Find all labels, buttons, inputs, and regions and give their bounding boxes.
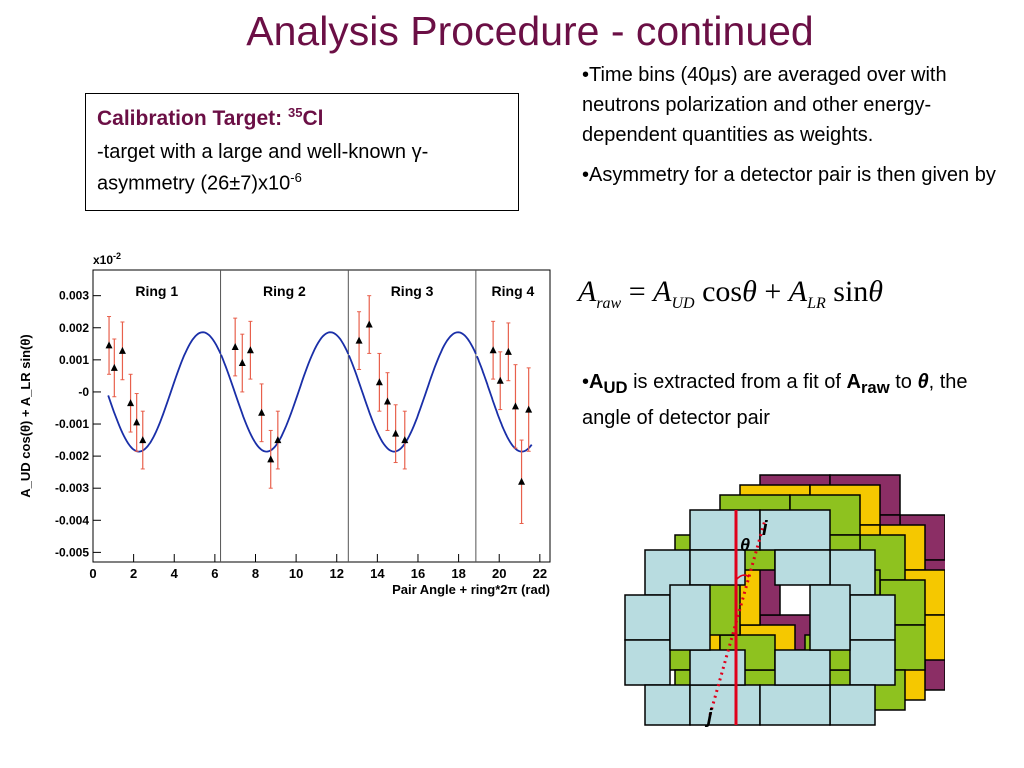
data-point — [392, 429, 400, 437]
data-point — [118, 346, 126, 354]
x-tick-label: 14 — [370, 566, 385, 581]
data-point — [384, 397, 392, 405]
label-j: j — [704, 706, 713, 728]
y-multiplier: x10-2 — [93, 251, 121, 267]
x-tick-label: 10 — [289, 566, 303, 581]
data-point — [375, 378, 383, 386]
x-tick-label: 4 — [171, 566, 179, 581]
data-point — [238, 359, 246, 367]
x-tick-label: 18 — [451, 566, 465, 581]
ring-label: Ring 4 — [492, 283, 535, 299]
data-point — [274, 436, 282, 444]
x-tick-label: 16 — [411, 566, 425, 581]
data-point — [496, 376, 504, 384]
data-point — [511, 402, 519, 410]
label-i: i — [762, 518, 768, 540]
data-point — [489, 346, 497, 354]
fit-curve — [220, 331, 350, 453]
data-point — [231, 343, 239, 351]
y-tick-label: -0.005 — [55, 545, 89, 559]
y-tick-label: -0.004 — [55, 513, 89, 527]
ring-1-module — [689, 509, 761, 551]
ring-label: Ring 3 — [391, 283, 434, 299]
calibration-box: Calibration Target: 35Cl -target with a … — [85, 93, 519, 211]
x-tick-label: 6 — [211, 566, 218, 581]
ring-1-module — [849, 639, 896, 686]
data-point — [110, 363, 118, 371]
pair-line — [708, 519, 767, 716]
ring-label: Ring 2 — [263, 283, 306, 299]
label-theta: θ — [740, 535, 750, 555]
detector-diagram: i θ j — [624, 474, 945, 728]
data-point — [365, 320, 373, 328]
ring-1-module — [624, 639, 671, 686]
data-point — [401, 436, 409, 444]
asymmetry-equation: Araw = AUD cosθ + ALR sinθ — [578, 275, 884, 312]
x-axis-label: Pair Angle + ring*2π (rad) — [392, 582, 550, 597]
plot-frame — [92, 269, 551, 563]
x-tick-label: 12 — [329, 566, 343, 581]
calibration-text: -target with a large and well-known γ-as… — [97, 141, 429, 195]
y-tick-label: 0.003 — [59, 289, 89, 303]
ring-1-module — [774, 649, 831, 686]
y-tick-label: 0.002 — [59, 321, 89, 335]
ring-1-module — [689, 684, 761, 726]
bullet-asymmetry: •Asymmetry for a detector pair is then g… — [582, 164, 996, 186]
x-tick-label: 20 — [492, 566, 506, 581]
data-point — [525, 405, 533, 413]
x-tick-label: 8 — [252, 566, 259, 581]
asymmetry-chart: Ring 1 Ring 2 Ring 3 Ring 4 0.003 0.002 0.001 -… — [18, 251, 551, 597]
ring-1-module — [849, 594, 896, 641]
data-point — [105, 341, 113, 349]
y-tick-label: -0.001 — [55, 417, 89, 431]
data-point — [258, 408, 266, 416]
y-tick-label: 0.001 — [59, 353, 89, 367]
y-tick-label: -0 — [78, 385, 89, 399]
ring-1-module — [809, 584, 851, 651]
ring-1-module — [759, 509, 831, 551]
data-point — [246, 346, 254, 354]
ring-1-module — [669, 584, 711, 651]
data-point — [355, 336, 363, 344]
fit-curve — [107, 331, 222, 453]
fit-curve — [476, 355, 533, 453]
data-point — [133, 418, 141, 426]
ring-1-module — [644, 684, 691, 726]
bullet-list: •Time bins (40μs) are averaged over with… — [582, 60, 1002, 200]
y-tick-label: -0.002 — [55, 449, 89, 463]
x-tick-label: 2 — [130, 566, 137, 581]
data-point — [518, 477, 526, 485]
data-point — [504, 347, 512, 355]
angle-arc — [735, 574, 750, 581]
bullet-fit-extraction: •AUD is extracted from a fit of Araw to … — [582, 371, 968, 429]
y-axis-label: A_UD cos(θ) + A_LR sin(θ) — [18, 334, 33, 497]
ring-1-module — [624, 594, 671, 641]
y-tick-label: -0.003 — [55, 481, 89, 495]
calibration-heading: Calibration Target: 35Cl — [97, 105, 324, 130]
x-tick-label: 22 — [533, 566, 547, 581]
slide-title: Analysis Procedure - continued — [246, 8, 814, 54]
ring-1-module — [759, 684, 831, 726]
x-tick-label: 0 — [89, 566, 96, 581]
ring-1-module — [774, 549, 831, 586]
fit-curve — [348, 331, 477, 453]
bullet-time-bins: •Time bins (40μs) are averaged over with… — [582, 64, 947, 146]
data-point — [267, 455, 275, 463]
ring-1-module — [829, 684, 876, 726]
data-point — [127, 399, 135, 407]
ring-label: Ring 1 — [135, 283, 178, 299]
data-point — [139, 436, 147, 444]
